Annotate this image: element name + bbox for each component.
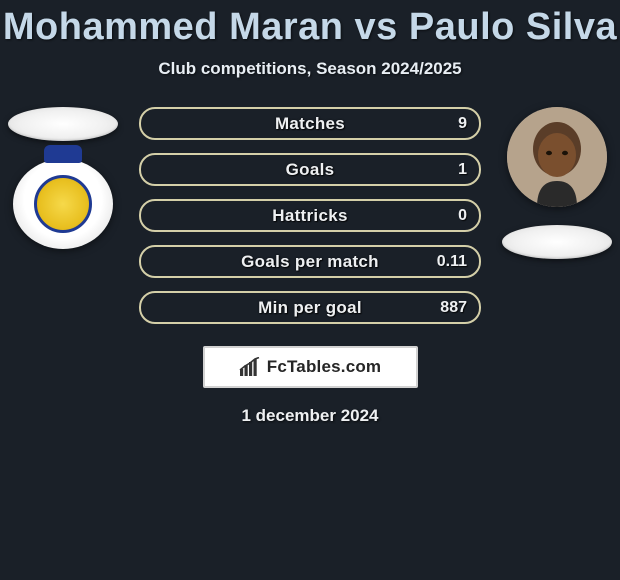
- right-player-avatar: [507, 107, 607, 207]
- right-player-column: [502, 107, 612, 259]
- stat-row-hattricks: Hattricks 0: [139, 199, 481, 232]
- stats-list: Matches 9 Goals 1 Hattricks 0 Goals per …: [139, 107, 481, 324]
- stat-row-goals-per-match: Goals per match 0.11: [139, 245, 481, 278]
- comparison-content: Matches 9 Goals 1 Hattricks 0 Goals per …: [0, 107, 620, 426]
- stat-row-matches: Matches 9: [139, 107, 481, 140]
- stat-label: Min per goal: [258, 298, 362, 318]
- date-label: 1 december 2024: [0, 406, 620, 426]
- branding-text: FcTables.com: [267, 357, 382, 377]
- club-badge-icon: [34, 175, 92, 233]
- stat-value-right: 0: [458, 207, 467, 225]
- stat-label: Matches: [275, 114, 345, 134]
- right-club-ellipse: [502, 225, 612, 259]
- stat-row-goals: Goals 1: [139, 153, 481, 186]
- stat-label: Hattricks: [272, 206, 347, 226]
- page-title: Mohammed Maran vs Paulo Silva: [0, 0, 620, 49]
- stat-value-right: 887: [440, 299, 467, 317]
- chart-icon: [239, 357, 261, 377]
- left-player-column: [8, 107, 118, 249]
- crown-icon: [44, 145, 82, 163]
- stat-label: Goals: [286, 160, 335, 180]
- left-club-logo: [13, 159, 113, 249]
- left-player-ellipse: [8, 107, 118, 141]
- stat-row-min-per-goal: Min per goal 887: [139, 291, 481, 324]
- stat-value-right: 9: [458, 115, 467, 133]
- stat-value-right: 0.11: [437, 253, 467, 271]
- stat-label: Goals per match: [241, 252, 379, 272]
- person-icon: [507, 107, 607, 207]
- subtitle: Club competitions, Season 2024/2025: [0, 59, 620, 79]
- stat-value-right: 1: [458, 161, 467, 179]
- branding-box: FcTables.com: [203, 346, 418, 388]
